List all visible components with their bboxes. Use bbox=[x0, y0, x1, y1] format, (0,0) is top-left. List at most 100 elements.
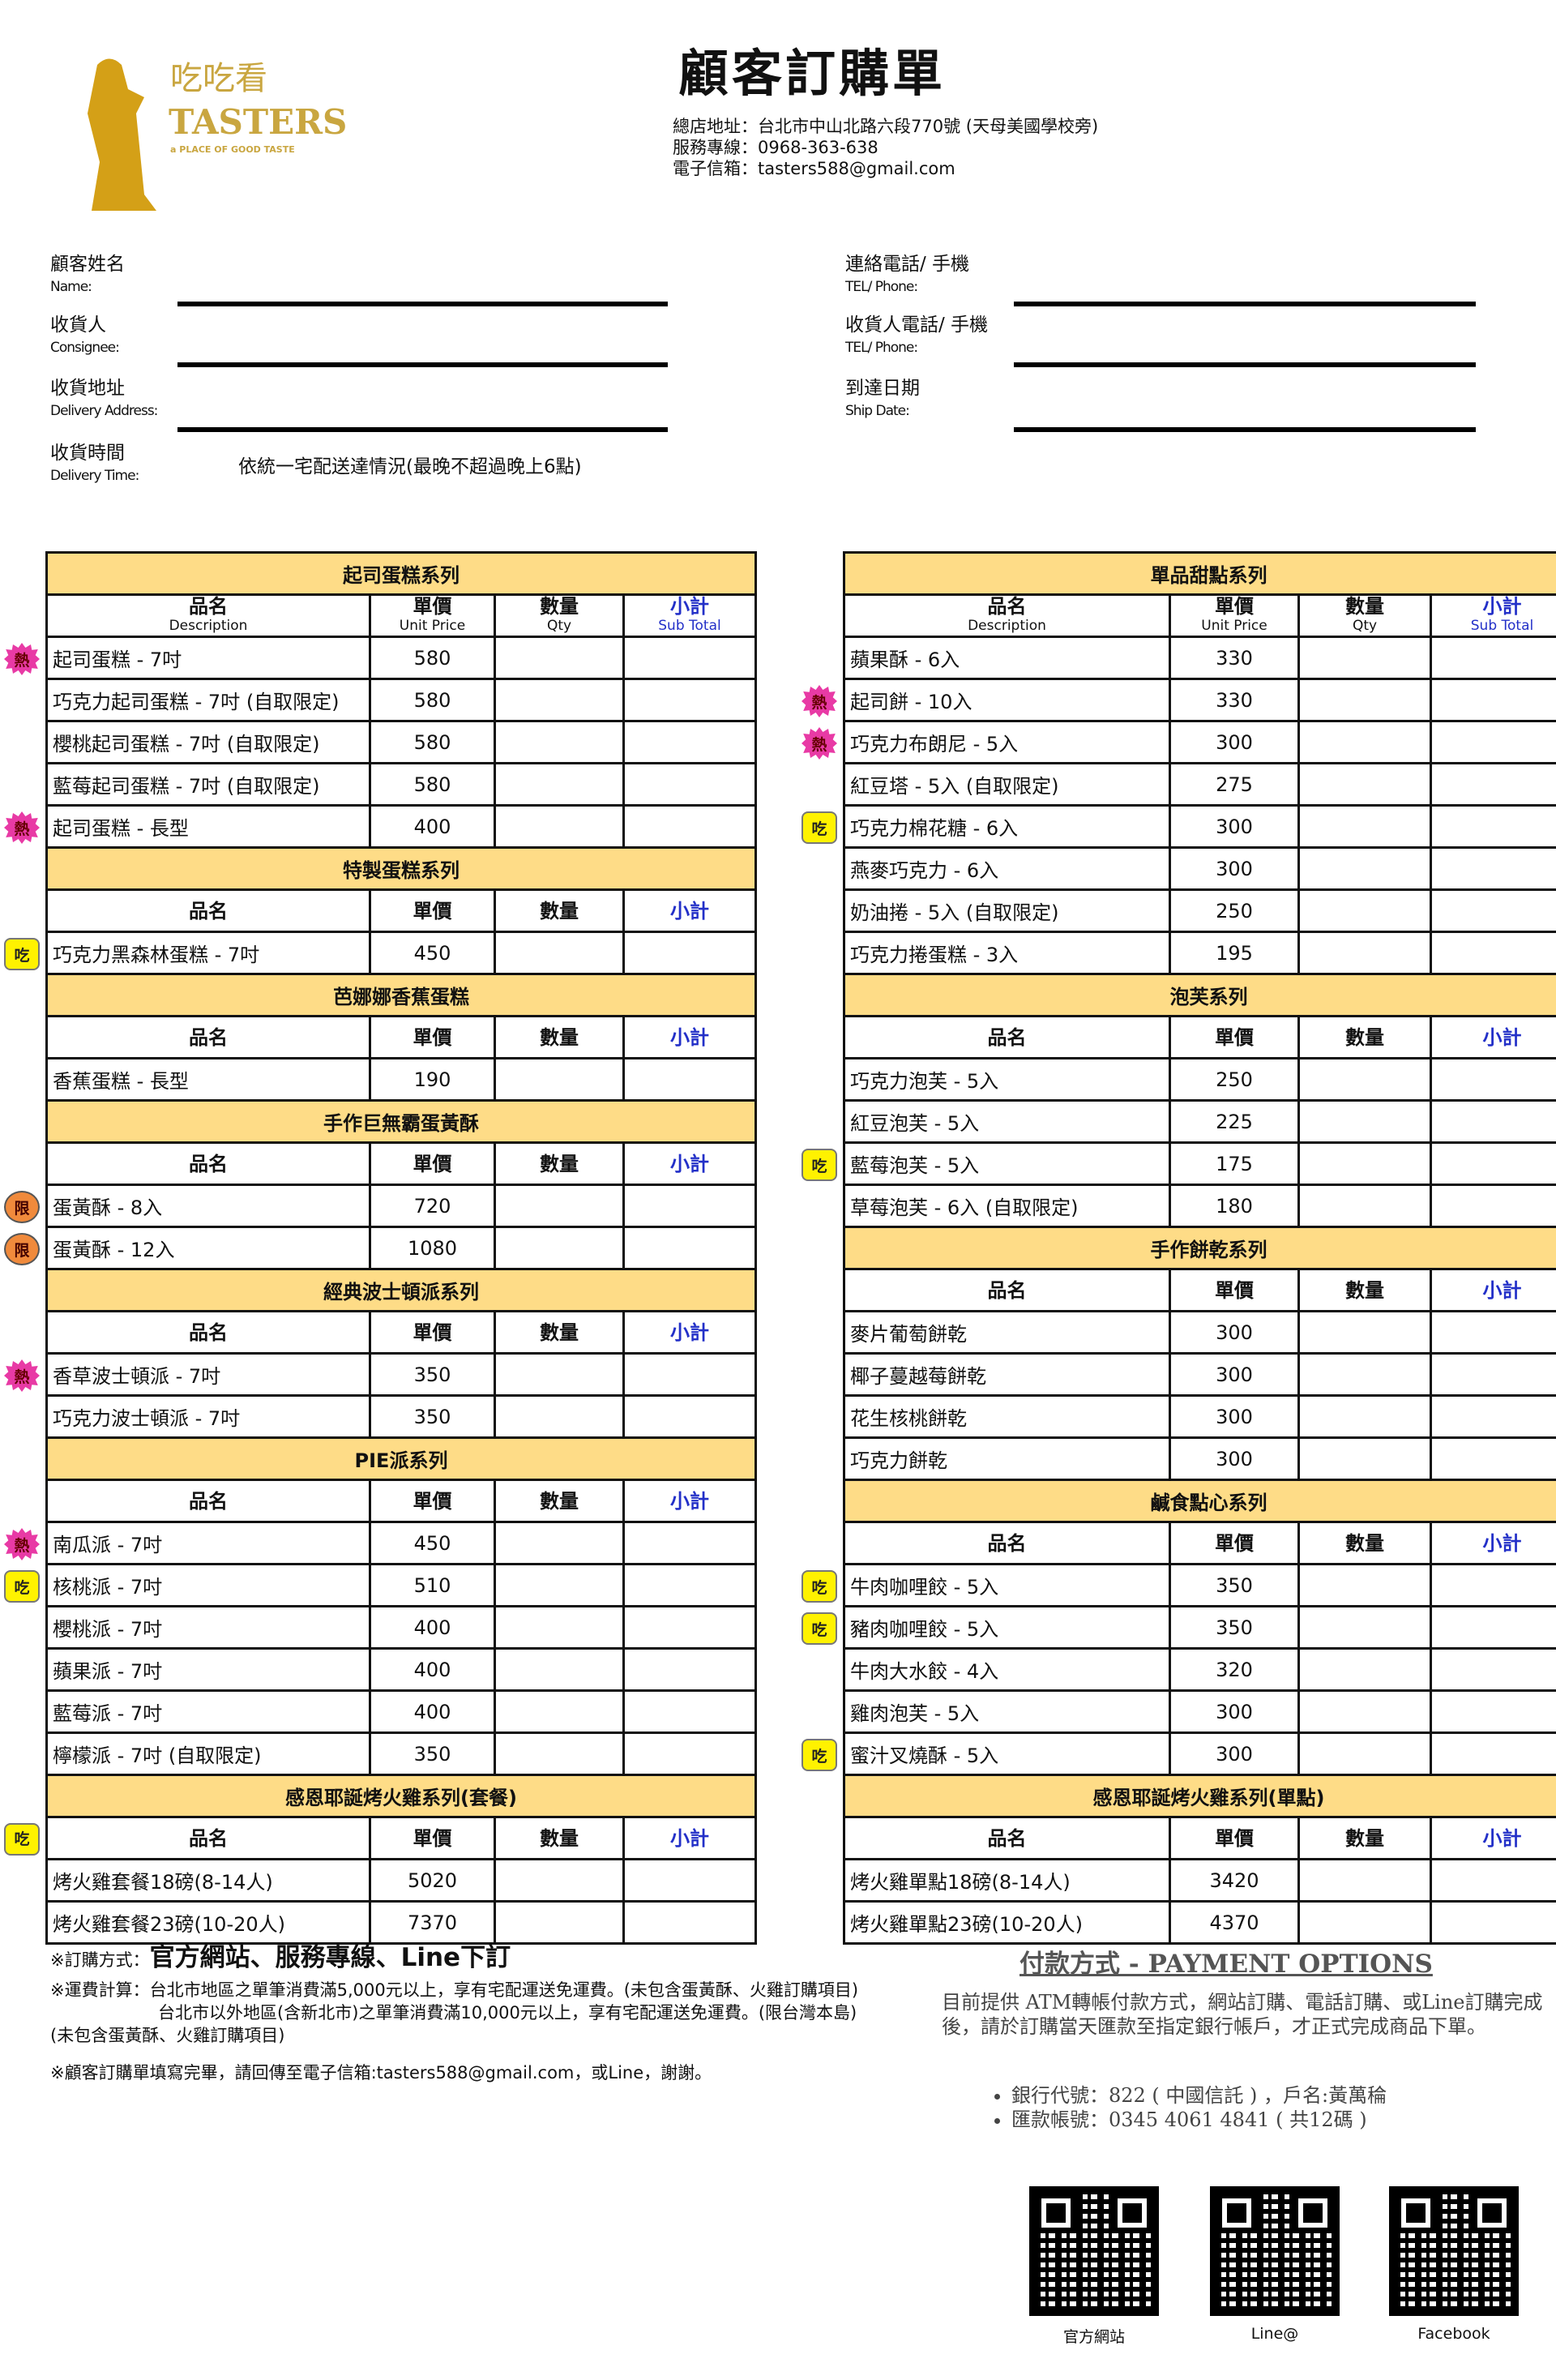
subtotal-cell[interactable] bbox=[622, 1057, 757, 1102]
subtotal-cell[interactable] bbox=[1430, 1858, 1556, 1903]
column-header-row: 品名 單價 數量 小計 bbox=[843, 1015, 1556, 1059]
quantity-input[interactable] bbox=[1297, 1900, 1432, 1945]
subtotal-cell[interactable] bbox=[1430, 1141, 1556, 1186]
quantity-input[interactable] bbox=[494, 636, 625, 680]
quantity-input[interactable] bbox=[494, 678, 625, 722]
subtotal-cell[interactable] bbox=[1430, 931, 1556, 975]
subtotal-cell[interactable] bbox=[1430, 888, 1556, 933]
quantity-input[interactable] bbox=[1297, 1184, 1432, 1228]
table-row: 香草波士頓派 - 7吋熱 350 bbox=[4, 1352, 757, 1397]
subtotal-cell[interactable] bbox=[1430, 1436, 1556, 1481]
quantity-input[interactable] bbox=[1297, 762, 1432, 807]
subtotal-cell[interactable] bbox=[622, 1563, 757, 1607]
quantity-input[interactable] bbox=[1297, 1563, 1432, 1607]
quantity-input[interactable] bbox=[494, 1731, 625, 1776]
quantity-input[interactable] bbox=[1297, 678, 1432, 722]
section-title: 手作巨無霸蛋黃酥 bbox=[45, 1099, 757, 1144]
quantity-input[interactable] bbox=[1297, 1689, 1432, 1734]
quantity-input[interactable] bbox=[494, 1184, 625, 1228]
quantity-input[interactable] bbox=[1297, 636, 1432, 680]
quantity-input[interactable] bbox=[494, 1605, 625, 1650]
subtotal-cell[interactable] bbox=[622, 1605, 757, 1650]
quantity-input[interactable] bbox=[494, 931, 625, 975]
quantity-input[interactable] bbox=[1297, 931, 1432, 975]
subtotal-cell[interactable] bbox=[622, 636, 757, 680]
quantity-input[interactable] bbox=[494, 1226, 625, 1270]
subtotal-cell[interactable] bbox=[1430, 636, 1556, 680]
item-price: 190 bbox=[369, 1057, 496, 1102]
subtotal-cell[interactable] bbox=[1430, 1099, 1556, 1144]
quantity-input[interactable] bbox=[1297, 1099, 1432, 1144]
subtotal-cell[interactable] bbox=[622, 1647, 757, 1692]
name-field[interactable] bbox=[177, 302, 668, 306]
subtotal-cell[interactable] bbox=[622, 762, 757, 807]
subtotal-cell[interactable] bbox=[1430, 762, 1556, 807]
quantity-input[interactable] bbox=[1297, 846, 1432, 891]
subtotal-cell[interactable] bbox=[622, 804, 757, 849]
facebook-qr-code[interactable] bbox=[1389, 2186, 1519, 2316]
quantity-input[interactable] bbox=[1297, 1057, 1432, 1102]
subtotal-cell[interactable] bbox=[1430, 846, 1556, 891]
quantity-input[interactable] bbox=[1297, 1352, 1432, 1397]
quantity-input[interactable] bbox=[1297, 1394, 1432, 1439]
quantity-input[interactable] bbox=[494, 1647, 625, 1692]
quantity-input[interactable] bbox=[494, 1521, 625, 1565]
quantity-input[interactable] bbox=[1297, 1731, 1432, 1776]
phone-field[interactable] bbox=[1014, 302, 1476, 306]
quantity-input[interactable] bbox=[494, 804, 625, 849]
subtotal-cell[interactable] bbox=[1430, 1057, 1556, 1102]
subtotal-cell[interactable] bbox=[1430, 1647, 1556, 1692]
subtotal-cell[interactable] bbox=[1430, 1563, 1556, 1607]
quantity-input[interactable] bbox=[1297, 1436, 1432, 1481]
quantity-input[interactable] bbox=[494, 1394, 625, 1439]
quantity-input[interactable] bbox=[494, 1352, 625, 1397]
quantity-input[interactable] bbox=[494, 762, 625, 807]
subtotal-cell[interactable] bbox=[1430, 720, 1556, 764]
subtotal-cell[interactable] bbox=[1430, 1184, 1556, 1228]
quantity-input[interactable] bbox=[1297, 888, 1432, 933]
subtotal-cell[interactable] bbox=[622, 1858, 757, 1903]
item-name-text: 烤火雞套餐18磅(8-14人) bbox=[53, 1871, 273, 1894]
subtotal-cell[interactable] bbox=[1430, 1605, 1556, 1650]
subtotal-cell[interactable] bbox=[1430, 1394, 1556, 1439]
quantity-input[interactable] bbox=[494, 1689, 625, 1734]
consignee-field[interactable] bbox=[177, 362, 668, 367]
subtotal-cell[interactable] bbox=[1430, 1900, 1556, 1945]
address-field[interactable] bbox=[177, 427, 668, 432]
quantity-input[interactable] bbox=[494, 1563, 625, 1607]
quantity-input[interactable] bbox=[1297, 720, 1432, 764]
subtotal-cell[interactable] bbox=[1430, 1310, 1556, 1355]
quantity-input[interactable] bbox=[1297, 1858, 1432, 1903]
column-header-label-en: Description bbox=[968, 617, 1046, 634]
subtotal-cell[interactable] bbox=[1430, 678, 1556, 722]
subtotal-cell[interactable] bbox=[622, 1731, 757, 1776]
quantity-input[interactable] bbox=[1297, 1647, 1432, 1692]
quantity-input[interactable] bbox=[494, 1057, 625, 1102]
item-name-text: 雞肉泡芙 - 5入 bbox=[850, 1702, 980, 1725]
quantity-input[interactable] bbox=[494, 1900, 625, 1945]
subtotal-cell[interactable] bbox=[622, 1900, 757, 1945]
quantity-input[interactable] bbox=[1297, 1141, 1432, 1186]
line-qr-code[interactable] bbox=[1210, 2186, 1340, 2316]
subtotal-cell[interactable] bbox=[622, 678, 757, 722]
quantity-input[interactable] bbox=[1297, 1605, 1432, 1650]
quantity-input[interactable] bbox=[494, 1858, 625, 1903]
quantity-input[interactable] bbox=[1297, 1310, 1432, 1355]
subtotal-cell[interactable] bbox=[1430, 1731, 1556, 1776]
subtotal-cell[interactable] bbox=[622, 1394, 757, 1439]
subtotal-cell[interactable] bbox=[1430, 1689, 1556, 1734]
subtotal-cell[interactable] bbox=[622, 1689, 757, 1734]
subtotal-cell[interactable] bbox=[622, 720, 757, 764]
quantity-input[interactable] bbox=[1297, 804, 1432, 849]
subtotal-cell[interactable] bbox=[622, 1521, 757, 1565]
website-qr-code[interactable] bbox=[1029, 2186, 1159, 2316]
subtotal-cell[interactable] bbox=[1430, 1352, 1556, 1397]
consignee-phone-field[interactable] bbox=[1014, 362, 1476, 367]
subtotal-cell[interactable] bbox=[622, 1352, 757, 1397]
subtotal-cell[interactable] bbox=[622, 1184, 757, 1228]
quantity-input[interactable] bbox=[494, 720, 625, 764]
subtotal-cell[interactable] bbox=[622, 1226, 757, 1270]
ship-date-field[interactable] bbox=[1014, 427, 1476, 432]
subtotal-cell[interactable] bbox=[622, 931, 757, 975]
subtotal-cell[interactable] bbox=[1430, 804, 1556, 849]
